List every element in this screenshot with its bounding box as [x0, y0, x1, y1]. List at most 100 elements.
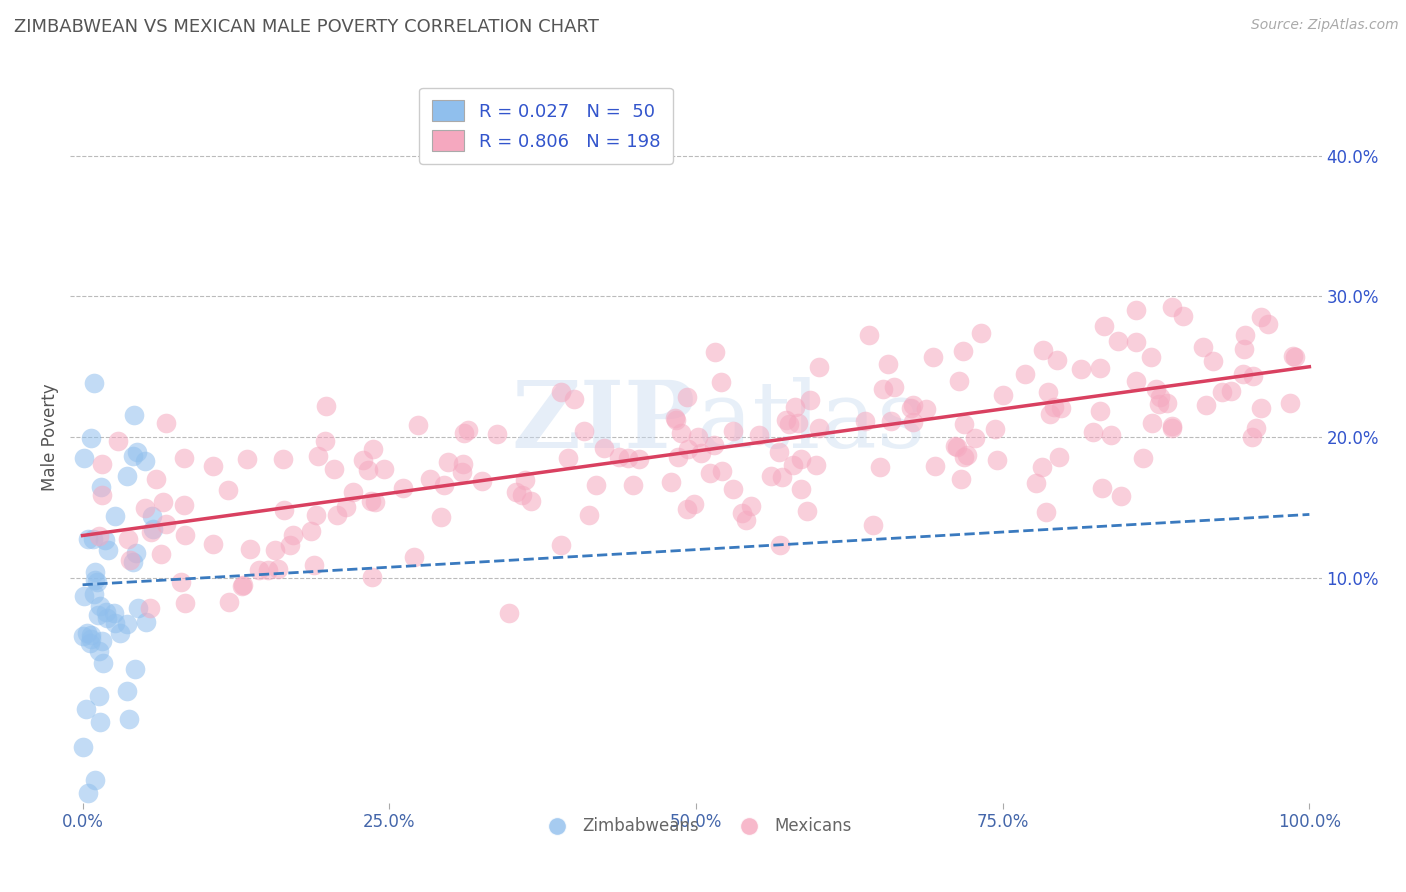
Point: [76, 786, 98, 800]
Point: [862, 518, 884, 533]
Point: [1156, 396, 1178, 410]
Point: [735, 513, 758, 527]
Point: [790, 452, 813, 467]
Point: [1142, 417, 1164, 431]
Point: [173, 498, 195, 512]
Point: [1046, 352, 1069, 367]
Point: [1173, 309, 1195, 323]
Point: [1107, 334, 1129, 348]
Point: [342, 485, 364, 500]
Point: [872, 382, 894, 396]
Point: [118, 712, 141, 726]
Point: [103, 607, 125, 621]
Point: [96, 610, 118, 624]
Point: [79, 636, 101, 650]
Point: [676, 442, 699, 457]
Point: [1202, 354, 1225, 368]
Point: [87, 644, 110, 658]
Point: [174, 528, 197, 542]
Point: [921, 350, 943, 364]
Point: [419, 472, 441, 486]
Point: [1250, 310, 1272, 324]
Point: [768, 445, 790, 459]
Point: [89, 599, 111, 613]
Point: [1049, 401, 1071, 416]
Point: [690, 446, 713, 460]
Point: [82, 533, 104, 547]
Point: [170, 575, 193, 590]
Text: atlas: atlas: [696, 377, 925, 467]
Point: [72, 740, 94, 755]
Point: [1125, 374, 1147, 388]
Point: [498, 606, 520, 620]
Point: [108, 626, 131, 640]
Legend: Zimbabweans, Mexicans: Zimbabweans, Mexicans: [534, 811, 858, 842]
Point: [450, 465, 472, 479]
Point: [139, 601, 162, 615]
Point: [946, 440, 969, 454]
Point: [782, 458, 804, 472]
Point: [505, 485, 527, 500]
Point: [273, 503, 295, 517]
Point: [1241, 368, 1264, 383]
Point: [307, 449, 329, 463]
Point: [1282, 349, 1305, 363]
Point: [949, 471, 972, 485]
Point: [858, 327, 880, 342]
Point: [1192, 340, 1215, 354]
Point: [621, 477, 644, 491]
Point: [335, 500, 357, 514]
Point: [578, 508, 600, 523]
Point: [84, 773, 107, 788]
Point: [150, 547, 173, 561]
Point: [550, 385, 572, 400]
Point: [124, 662, 146, 676]
Point: [117, 468, 139, 483]
Point: [1099, 427, 1122, 442]
Point: [1132, 450, 1154, 465]
Point: [1160, 300, 1182, 314]
Point: [1284, 351, 1306, 365]
Point: [273, 451, 295, 466]
Point: [77, 532, 100, 546]
Point: [1279, 396, 1302, 410]
Point: [778, 417, 800, 431]
Point: [87, 607, 110, 622]
Point: [73, 450, 96, 465]
Point: [1219, 384, 1241, 398]
Point: [1147, 396, 1170, 410]
Point: [135, 615, 157, 629]
Point: [84, 574, 107, 588]
Point: [323, 462, 346, 476]
Point: [769, 538, 792, 552]
Point: [991, 388, 1014, 402]
Point: [883, 380, 905, 394]
Point: [84, 566, 107, 580]
Point: [124, 408, 146, 422]
Point: [152, 494, 174, 508]
Point: [79, 431, 101, 445]
Point: [956, 448, 979, 462]
Point: [127, 601, 149, 615]
Point: [723, 424, 745, 438]
Point: [201, 458, 224, 473]
Point: [373, 462, 395, 476]
Point: [1257, 318, 1279, 332]
Point: [770, 469, 793, 483]
Point: [607, 450, 630, 465]
Point: [1036, 385, 1059, 400]
Point: [799, 393, 821, 408]
Point: [76, 626, 98, 640]
Point: [80, 632, 103, 646]
Point: [90, 634, 112, 648]
Point: [364, 495, 387, 509]
Point: [471, 475, 494, 489]
Point: [1047, 450, 1070, 464]
Point: [86, 574, 108, 589]
Point: [302, 558, 325, 572]
Point: [970, 326, 993, 341]
Point: [83, 376, 105, 390]
Point: [433, 477, 456, 491]
Point: [352, 453, 374, 467]
Point: [115, 684, 138, 698]
